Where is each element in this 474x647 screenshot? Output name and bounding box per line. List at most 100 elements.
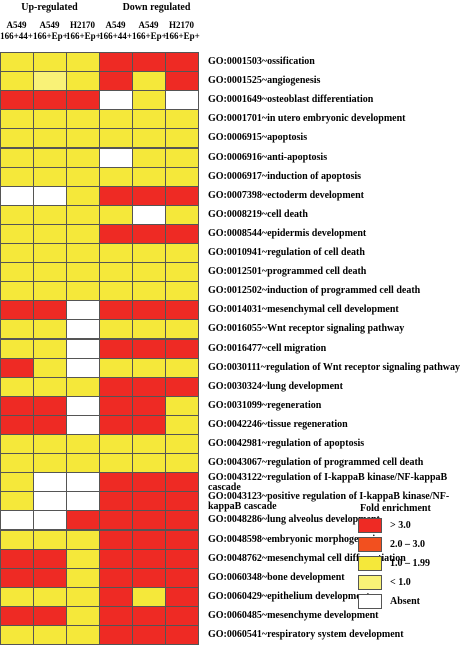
heat-cell xyxy=(66,491,100,512)
column-label: 166+44+ xyxy=(99,31,132,41)
row-label: GO:0060485~mesenchyme development xyxy=(208,609,379,621)
heat-cell xyxy=(66,300,100,321)
heat-cell xyxy=(0,128,34,149)
row-label: GO:0001503~ossification xyxy=(208,56,315,67)
heat-cell xyxy=(66,128,100,149)
heat-cell xyxy=(66,243,100,264)
heat-cell xyxy=(33,357,67,378)
heat-cell xyxy=(132,357,166,378)
row-label: GO:0043067~regulation of programmed cell… xyxy=(208,457,424,469)
heat-cell xyxy=(66,262,100,283)
heat-cell xyxy=(66,223,100,244)
heat-cell xyxy=(33,472,67,493)
row-label: GO:0012501~programmed cell death xyxy=(208,266,367,278)
heat-cell xyxy=(66,510,100,531)
heat-cell xyxy=(66,52,100,73)
heat-cell xyxy=(33,625,67,646)
heat-cell xyxy=(33,414,67,435)
heat-cell xyxy=(0,567,34,588)
heat-cell xyxy=(132,625,166,646)
heat-cell xyxy=(0,52,34,73)
heat-cell xyxy=(99,185,133,206)
heat-cell xyxy=(132,338,166,359)
row-label: GO:0006915~apoptosis xyxy=(208,132,308,144)
heat-cell xyxy=(165,567,199,588)
heat-cell xyxy=(33,262,67,283)
heat-cell xyxy=(0,395,34,416)
heat-cell xyxy=(33,567,67,588)
heat-cell xyxy=(66,71,100,92)
heat-cell xyxy=(66,357,100,378)
column-label: A549 xyxy=(105,20,126,30)
heat-cell xyxy=(132,567,166,588)
heat-cell xyxy=(99,166,133,187)
heat-cell xyxy=(66,453,100,474)
row-label: GO:0043122~regulation of I-kappaB kinase… xyxy=(208,471,448,493)
heat-cell xyxy=(99,414,133,435)
row-label: GO:0048762~mesenchymal cell differentiat… xyxy=(208,552,406,564)
heat-cell xyxy=(0,472,34,493)
heat-cell xyxy=(66,472,100,493)
heat-cell xyxy=(99,510,133,531)
row-label: GO:0006917~induction of apoptosis xyxy=(208,170,362,182)
heat-cell xyxy=(132,223,166,244)
row-label: GO:0060429~epithelium development xyxy=(208,590,370,602)
column-label: H2170 xyxy=(69,20,95,30)
heat-cell xyxy=(132,109,166,130)
heat-cell xyxy=(0,300,34,321)
heat-cell xyxy=(99,262,133,283)
heat-cell xyxy=(132,185,166,206)
row-label: GO:0014031~mesenchymal cell development xyxy=(208,304,399,316)
heat-cell xyxy=(99,453,133,474)
heat-cell xyxy=(0,357,34,378)
heat-cell xyxy=(99,586,133,607)
column-label: A549 xyxy=(6,20,27,30)
heat-cell xyxy=(132,128,166,149)
heat-cell xyxy=(99,300,133,321)
heat-cell xyxy=(132,90,166,111)
heat-cell xyxy=(66,376,100,397)
row-label: GO:0048286~lung alveolus development xyxy=(208,514,380,526)
heat-cell xyxy=(165,223,199,244)
heat-cell xyxy=(165,147,199,168)
heat-cell xyxy=(33,204,67,225)
heat-cell xyxy=(99,223,133,244)
row-label: GO:0008544~epidermis development xyxy=(208,227,367,239)
heat-cell xyxy=(165,300,199,321)
heat-cell xyxy=(132,414,166,435)
heat-cell xyxy=(132,491,166,512)
heat-cell xyxy=(0,319,34,340)
heat-cell xyxy=(132,376,166,397)
heat-cell xyxy=(132,434,166,455)
heat-cell xyxy=(132,319,166,340)
heat-cell xyxy=(165,605,199,626)
heat-cell xyxy=(33,605,67,626)
heat-cell xyxy=(66,625,100,646)
legend-swatch xyxy=(358,594,382,609)
heat-cell xyxy=(99,357,133,378)
heat-cell xyxy=(33,166,67,187)
legend-label: < 1.0 xyxy=(390,577,411,588)
heat-cell xyxy=(0,510,34,531)
heat-cell xyxy=(165,510,199,531)
heat-cell xyxy=(132,548,166,569)
heat-cell xyxy=(33,281,67,302)
row-label: GO:0060348~bone development xyxy=(208,571,345,583)
heat-cell xyxy=(66,586,100,607)
row-label: GO:0048598~embryonic morphogenesis xyxy=(208,533,380,545)
heat-cell xyxy=(132,300,166,321)
heat-cell xyxy=(33,491,67,512)
heat-cell xyxy=(99,319,133,340)
heat-cell xyxy=(66,567,100,588)
row-label: GO:0001649~osteoblast differentiation xyxy=(208,94,374,106)
heat-cell xyxy=(66,147,100,168)
heat-cell xyxy=(33,243,67,264)
heat-cell xyxy=(99,52,133,73)
row-label: GO:0001701~in utero embryonic developmen… xyxy=(208,113,406,125)
row-label: GO:0006916~anti-apoptosis xyxy=(208,151,328,163)
heat-cell xyxy=(165,586,199,607)
heat-cell xyxy=(0,147,34,168)
heat-cell xyxy=(33,434,67,455)
heat-cell xyxy=(165,243,199,264)
